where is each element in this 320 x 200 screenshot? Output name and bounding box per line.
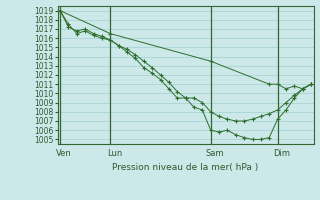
Text: Sam: Sam [206, 149, 224, 158]
X-axis label: Pression niveau de la mer( hPa ): Pression niveau de la mer( hPa ) [112, 163, 259, 172]
Text: Ven: Ven [56, 149, 72, 158]
Text: Lun: Lun [107, 149, 122, 158]
Text: Dim: Dim [273, 149, 290, 158]
